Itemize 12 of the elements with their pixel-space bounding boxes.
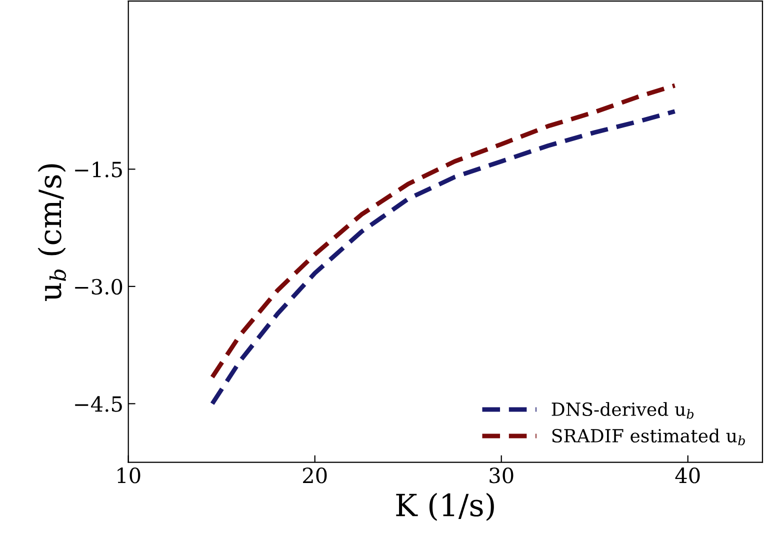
legend-label: SRADIF estimated u$_{b}$ — [552, 428, 745, 446]
y-tick-label: −3.0 — [75, 278, 122, 295]
y-axis-title: u$_{b}$ (cm/s) — [38, 164, 66, 302]
x-tick-label: 30 — [490, 468, 514, 484]
y-tick-label: −4.5 — [75, 396, 122, 412]
x-axis-title: K (1/s) — [396, 492, 494, 521]
x-tick-label: 10 — [118, 468, 140, 484]
legend-label: DNS-derived u$_{b}$ — [552, 402, 694, 419]
y-tick-label: −1.5 — [75, 162, 122, 178]
x-tick-label: 40 — [675, 468, 700, 484]
line-series — [210, 83, 678, 380]
x-tick-label: 20 — [303, 468, 327, 484]
